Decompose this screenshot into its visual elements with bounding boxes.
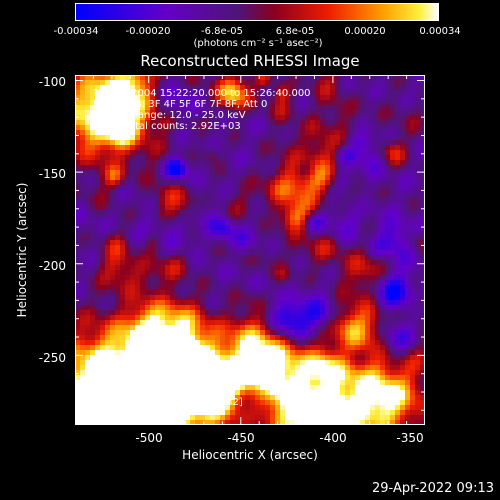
y-tick-label: -200	[38, 259, 66, 273]
axes-frame	[75, 75, 425, 425]
chart-title: Reconstructed RHESSI Image	[140, 52, 360, 70]
y-tick-label: -100	[38, 75, 66, 89]
annotation-total-counts: Clean Total counts: 2.92E+03	[93, 121, 241, 132]
colorbar-tick-label: 0.00020	[344, 26, 386, 37]
y-tick-label: -250	[38, 351, 66, 365]
annotation-energy-range: Energy Range: 12.0 - 25.0 keV	[93, 110, 246, 121]
x-axis-title: Heliocentric X (arcsec)	[182, 448, 318, 462]
colorbar-units: (photons cm⁻² s⁻¹ asec⁻²)	[193, 38, 323, 49]
colorbar-tick-label: 0.00034	[419, 26, 461, 37]
y-tick-label: -150	[38, 167, 66, 181]
x-tick-label: -500	[135, 431, 163, 445]
plot-border	[75, 75, 425, 425]
colorbar-tick-label: -6.8e-05	[201, 26, 243, 37]
colorbar-tick-label: -0.00034	[53, 26, 99, 37]
x-tick-label: -350	[396, 431, 424, 445]
x-tick-label: -400	[319, 431, 347, 445]
y-axis-title: Heliocentric Y (arcsec)	[15, 182, 29, 318]
colorbar-tick-label: 6.8e-05	[275, 26, 315, 37]
annotation-time-range: 10-Mar-2004 15:22:20.000 to 15:26:40.000	[93, 88, 311, 99]
annotation-peak-position: Position of Peak = [-495,-282]	[93, 397, 243, 408]
timestamp: 29-Apr-2022 09:13	[372, 481, 494, 496]
heatmap-image	[75, 75, 425, 425]
colorbar	[75, 3, 439, 21]
colorbar-tick-label: -0.00020	[125, 26, 171, 37]
annotation-detectors: Detectors: 3F 4F 5F 6F 7F 8F, Att 0	[93, 99, 268, 110]
x-tick-label: -450	[227, 431, 255, 445]
plot-area: 10-Mar-2004 15:22:20.000 to 15:26:40.000…	[75, 75, 425, 425]
